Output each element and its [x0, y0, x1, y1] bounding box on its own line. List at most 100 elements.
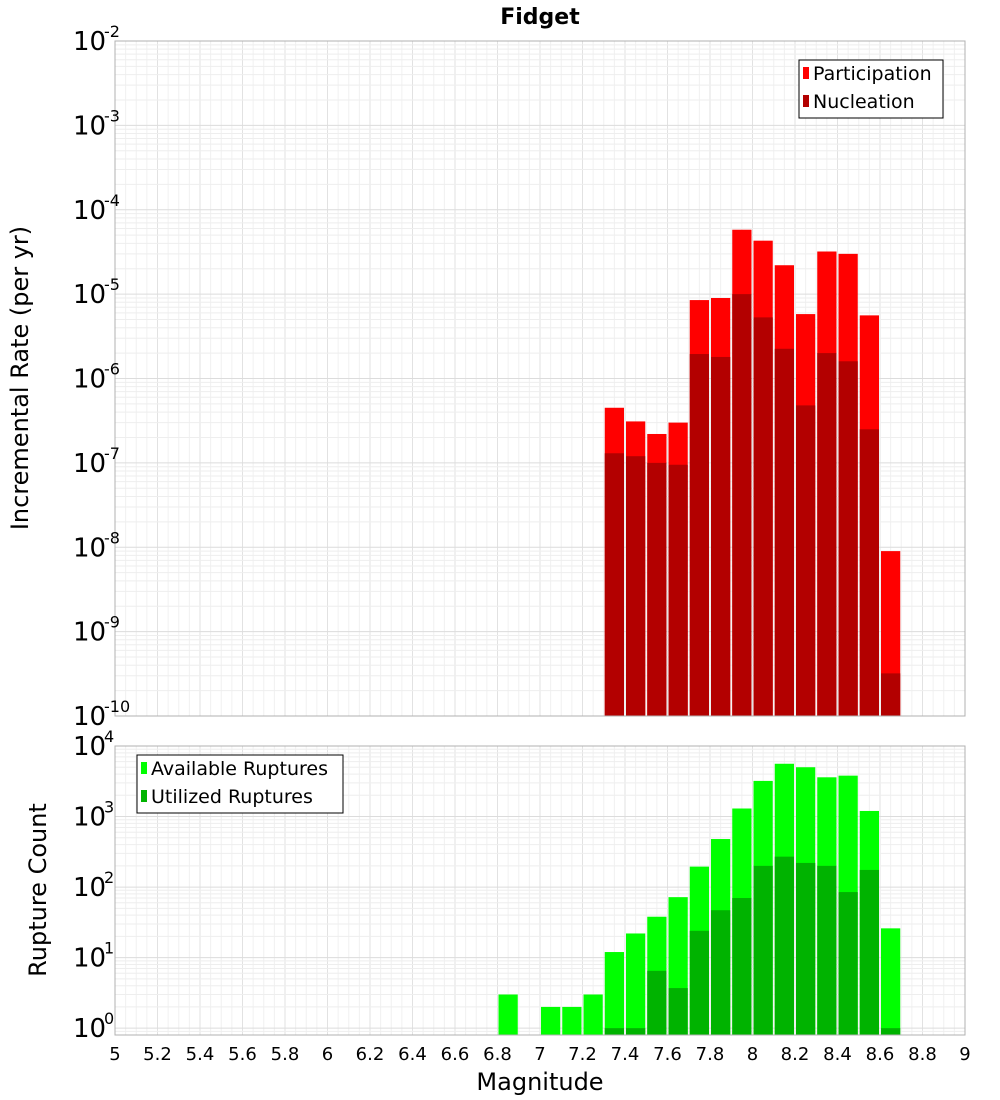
bar-utilized-ruptures — [796, 862, 816, 1035]
legend-swatch — [803, 95, 809, 107]
bar-available-ruptures — [583, 994, 603, 1035]
legend-box — [798, 59, 944, 119]
y-tick-exponent: -10 — [104, 697, 130, 716]
x-tick-label: 8.8 — [908, 1044, 937, 1065]
x-tick-label: 7.8 — [696, 1044, 725, 1065]
x-tick-label: 5.2 — [143, 1044, 172, 1065]
x-tick-label: 8.2 — [781, 1044, 810, 1065]
x-tick-label: 7 — [534, 1044, 545, 1065]
x-tick-label: 8 — [747, 1044, 758, 1065]
bar-nucleation — [817, 353, 837, 716]
x-tick-label: 5.4 — [186, 1044, 215, 1065]
y-tick-exponent: 0 — [104, 1009, 114, 1028]
bar-utilized-ruptures — [817, 865, 837, 1035]
x-tick-label: 8.4 — [823, 1044, 852, 1065]
y-tick-exponent: -3 — [104, 106, 120, 125]
y-tick-label: 10 — [73, 280, 106, 310]
bar-nucleation — [604, 453, 624, 716]
bar-utilized-ruptures — [732, 898, 752, 1035]
bar-available-ruptures — [604, 952, 624, 1035]
y-tick-exponent: -6 — [104, 360, 120, 379]
bar-utilized-ruptures — [626, 1028, 646, 1035]
x-tick-label: 6.6 — [441, 1044, 470, 1065]
bar-nucleation — [859, 429, 879, 716]
bar-nucleation — [774, 348, 794, 716]
plot-frame — [114, 745, 966, 1036]
y-tick-exponent: -9 — [104, 613, 120, 632]
legend: Available Ruptures Utilized Ruptures — [136, 754, 344, 814]
legend-label: Utilized Ruptures — [151, 786, 313, 808]
bar-available-ruptures — [626, 933, 646, 1035]
legend-box — [136, 754, 344, 814]
y-tick-label: 10 — [73, 27, 106, 57]
x-tick-label: 6 — [322, 1044, 333, 1065]
x-tick-label: 5.6 — [228, 1044, 257, 1065]
bar-nucleation — [753, 317, 773, 716]
x-tick-label: 6.2 — [356, 1044, 385, 1065]
legend-swatch — [141, 762, 147, 774]
bars — [498, 763, 901, 1035]
y-tick-label: 10 — [73, 618, 106, 648]
y-tick-exponent: 4 — [104, 727, 114, 746]
x-tick-label: 9 — [959, 1044, 970, 1065]
y-tick-exponent: -5 — [104, 275, 120, 294]
y-tick-label: 10 — [73, 365, 106, 395]
y-tick-exponent: -8 — [104, 528, 120, 547]
bars — [604, 229, 901, 717]
x-tick-label: 5 — [109, 1044, 120, 1065]
legend-swatch — [141, 790, 147, 802]
bar-available-ruptures — [562, 1006, 582, 1035]
chart-title: Fidget — [500, 5, 580, 30]
y-tick-label: 10 — [73, 533, 106, 563]
gridlines — [114, 40, 966, 717]
y-tick-exponent: 1 — [104, 939, 114, 958]
bar-nucleation — [668, 464, 688, 716]
bar-nucleation — [626, 456, 646, 716]
bottom-y-axis-label: Rupture Count — [24, 803, 52, 977]
y-tick-exponent: 2 — [104, 868, 114, 887]
legend: Participation Nucleation — [798, 59, 944, 119]
y-tick-label: 10 — [73, 111, 106, 141]
bar-nucleation — [732, 294, 752, 716]
bar-nucleation — [838, 361, 858, 716]
y-tick-label: 10 — [73, 873, 106, 903]
bar-utilized-ruptures — [647, 970, 667, 1035]
y-tick-exponent: 3 — [104, 798, 114, 817]
top-y-axis-label: Incremental Rate (per yr) — [6, 226, 34, 530]
y-tick-label: 10 — [73, 732, 106, 762]
x-tick-label: 6.4 — [398, 1044, 427, 1065]
y-tick-label: 10 — [73, 702, 106, 732]
x-tick-label: 7.4 — [611, 1044, 640, 1065]
x-tick-label: 5.8 — [271, 1044, 300, 1065]
bar-utilized-ruptures — [668, 988, 688, 1035]
panel-0: 10-1010-910-810-710-610-510-410-310-2Par… — [73, 22, 966, 732]
bar-nucleation — [647, 462, 667, 716]
bar-nucleation — [711, 356, 731, 716]
legend-label: Available Ruptures — [151, 758, 328, 780]
bar-utilized-ruptures — [753, 865, 773, 1035]
x-tick-label: 7.6 — [653, 1044, 682, 1065]
bar-nucleation — [796, 405, 816, 716]
bar-nucleation — [881, 673, 901, 716]
x-tick-label: 7.2 — [568, 1044, 597, 1065]
bar-nucleation — [689, 354, 709, 716]
y-tick-label: 10 — [73, 1014, 106, 1044]
bar-utilized-ruptures — [689, 930, 709, 1035]
bar-utilized-ruptures — [711, 910, 731, 1035]
bar-utilized-ruptures — [881, 1028, 901, 1035]
y-tick-exponent: -4 — [104, 191, 120, 210]
bar-available-ruptures — [881, 928, 901, 1035]
x-tick-label: 8.6 — [866, 1044, 895, 1065]
y-tick-label: 10 — [73, 944, 106, 974]
bar-utilized-ruptures — [604, 1028, 624, 1035]
bar-utilized-ruptures — [838, 892, 858, 1035]
y-tick-exponent: -2 — [104, 22, 120, 41]
y-tick-label: 10 — [73, 196, 106, 226]
y-tick-label: 10 — [73, 803, 106, 833]
x-tick-labels: 5 5.2 5.4 5.6 5.8 6 6.2 6.4 6.6 6.8 7 7.2 7.4 7.6 7.8 8… — [109, 1044, 970, 1065]
bar-available-ruptures — [541, 1006, 561, 1035]
